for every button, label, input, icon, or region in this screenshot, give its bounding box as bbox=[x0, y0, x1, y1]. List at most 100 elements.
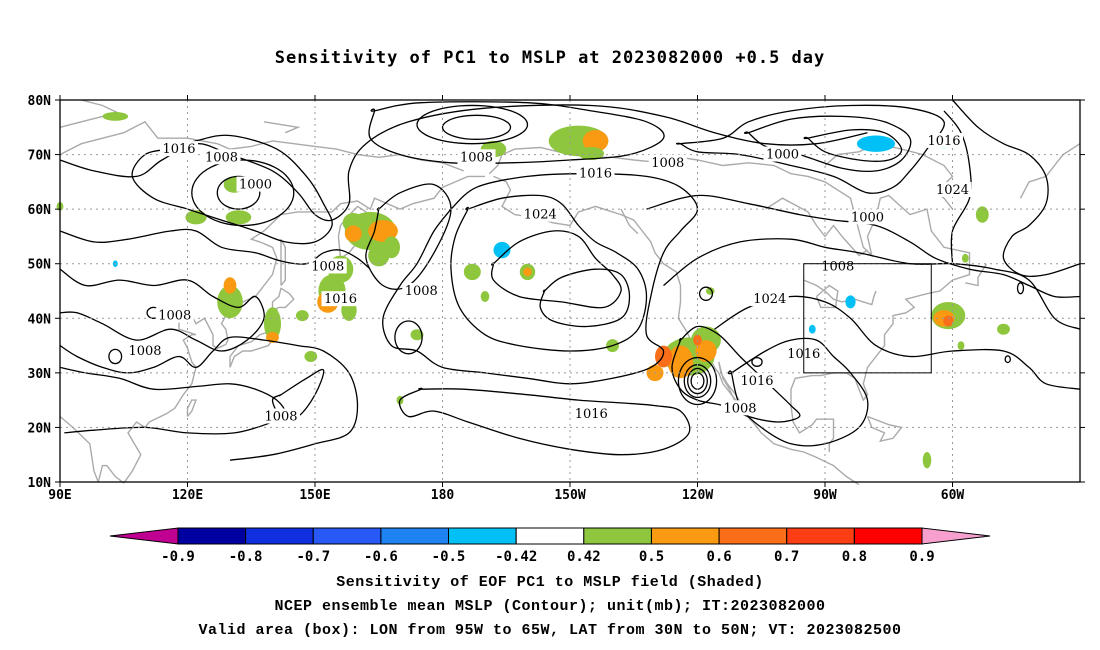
contour-label: 1008 bbox=[723, 401, 756, 416]
sensitivity-patch bbox=[102, 112, 129, 121]
colorbar-label: 0.7 bbox=[774, 549, 799, 565]
lon-label: 90W bbox=[813, 488, 837, 503]
contour-label-bg bbox=[402, 283, 441, 298]
mslp-contour-line bbox=[675, 104, 945, 194]
coastline-segment bbox=[97, 464, 125, 484]
mslp-contour-line bbox=[191, 159, 295, 227]
coastline-segment bbox=[263, 121, 301, 134]
colorbar-label: 0.5 bbox=[639, 549, 664, 565]
longitude-labels: 90E 120E 150E 180 150W 120W 90W 60W bbox=[48, 488, 964, 503]
contour-label-bg bbox=[521, 206, 560, 222]
lat-label: 80N bbox=[28, 94, 52, 109]
lon-label: 180 bbox=[431, 488, 455, 503]
contour-label: 1000 bbox=[239, 178, 272, 193]
coastline-segment bbox=[123, 175, 485, 484]
lon-label: 90E bbox=[48, 488, 71, 503]
contour-label: 1016 bbox=[575, 407, 608, 422]
contour-label-bg bbox=[126, 343, 164, 359]
sensitivity-patch bbox=[845, 295, 856, 309]
mslp-contour-line bbox=[952, 99, 1081, 277]
sensitivity-patch bbox=[480, 291, 490, 302]
lat-label: 30N bbox=[28, 367, 52, 382]
map-title: Sensitivity of PC1 to MSLP at 2023082000… bbox=[274, 48, 826, 68]
sensitivity-patch bbox=[582, 130, 609, 152]
mslp-contour-line bbox=[398, 387, 691, 456]
mslp-contour-line bbox=[1004, 355, 1011, 364]
colorbar-segment bbox=[380, 527, 449, 545]
mslp-contour-line bbox=[687, 367, 708, 395]
colorbar-segment bbox=[177, 527, 247, 545]
contour-label-bg bbox=[236, 176, 275, 192]
colorbar-label: -0.6 bbox=[364, 549, 398, 565]
sensitivity-patch bbox=[997, 323, 1010, 335]
contour-label-bg bbox=[202, 149, 241, 165]
sensitivity-patch bbox=[223, 277, 237, 294]
contour-label: 1008 bbox=[460, 150, 493, 165]
mslp-contour-line bbox=[368, 101, 665, 165]
colorbar-label: -0.42 bbox=[495, 549, 537, 565]
colorbar-segment bbox=[312, 527, 382, 545]
contour-label: 1008 bbox=[264, 410, 297, 425]
contour-label: 1016 bbox=[927, 134, 960, 149]
contour-labels: 1016 1008 1000 1008 1016 1024 1008 1000 1016 1024… bbox=[126, 132, 972, 425]
contour-label: 1008 bbox=[651, 156, 684, 171]
colorbar-label: 0.42 bbox=[567, 549, 601, 565]
colorbar-high-triangle bbox=[921, 527, 991, 545]
contour-label: 1016 bbox=[579, 167, 612, 182]
sensitivity-patch bbox=[808, 324, 816, 334]
sensitivity-patch bbox=[943, 315, 954, 327]
contour-label-bg bbox=[848, 209, 887, 225]
coastline-segment bbox=[280, 238, 286, 286]
contour-label: 1016 bbox=[162, 142, 195, 157]
colorbar-label: -0.5 bbox=[432, 549, 466, 565]
contour-label: 1008 bbox=[128, 344, 161, 359]
mslp-contour-line bbox=[59, 366, 286, 435]
sensitivity-patch bbox=[975, 206, 989, 223]
coastline-segment bbox=[59, 120, 465, 172]
sensitivity-patch bbox=[383, 236, 400, 259]
colorbar-label: 0.9 bbox=[909, 549, 934, 565]
sensitivity-patch bbox=[493, 241, 511, 259]
contour-label-bg bbox=[648, 154, 687, 170]
coastline-segment bbox=[765, 197, 868, 257]
coastline-segment bbox=[815, 284, 839, 309]
contour-label: 1008 bbox=[821, 259, 854, 274]
sensitivity-patch bbox=[922, 452, 932, 469]
mslp-contour-line bbox=[1016, 282, 1025, 295]
coastline-segment bbox=[965, 263, 988, 287]
contour-label-bg bbox=[933, 182, 972, 198]
sensitivity-patch bbox=[523, 267, 532, 277]
colorbar-segment bbox=[786, 527, 855, 545]
contour-label-bg bbox=[155, 307, 194, 323]
lon-label: 150W bbox=[554, 488, 585, 503]
coastline-segment bbox=[59, 415, 99, 483]
contour-label: 1024 bbox=[753, 292, 786, 307]
lon-label: 60W bbox=[941, 488, 965, 503]
colorbar-segment bbox=[245, 527, 314, 545]
colorbar-label: 0.6 bbox=[706, 549, 731, 565]
sensitivity-patch bbox=[655, 345, 672, 368]
sensitivity-patch bbox=[295, 310, 309, 322]
contour-label: 1024 bbox=[936, 183, 969, 198]
coastline-segment bbox=[271, 287, 295, 311]
lat-label: 50N bbox=[28, 258, 52, 273]
lat-label: 70N bbox=[28, 149, 52, 164]
contour-label-bg bbox=[721, 400, 759, 416]
contour-label-bg bbox=[572, 405, 611, 421]
mslp-contour-line bbox=[416, 104, 529, 145]
coastline-segment bbox=[1019, 143, 1081, 199]
mslp-contour-line bbox=[441, 114, 512, 140]
latitude-labels: 80N 70N 60N 50N 40N 30N 20N 10N bbox=[28, 94, 52, 491]
colorbar-segment bbox=[448, 527, 517, 545]
colorbar-low-triangle bbox=[109, 527, 179, 545]
colorbar-label: -0.7 bbox=[296, 549, 330, 565]
contour-label: 1016 bbox=[324, 292, 357, 307]
contour-label-bg bbox=[818, 258, 857, 274]
sensitivity-patch bbox=[266, 331, 279, 343]
contour-label: 1000 bbox=[766, 148, 799, 163]
caption-contour: NCEP ensemble mean MSLP (Contour); unit(… bbox=[274, 598, 826, 615]
lon-label: 120W bbox=[682, 488, 713, 503]
contour-label-bg bbox=[457, 149, 496, 165]
mslp-contour-line bbox=[690, 372, 705, 390]
